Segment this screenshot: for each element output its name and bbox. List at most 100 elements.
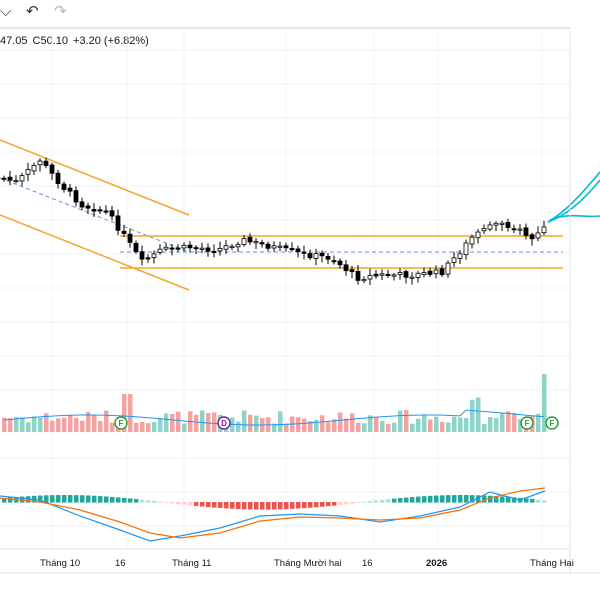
macd-hist-bar	[302, 502, 307, 509]
event-marker-f[interactable]: F	[520, 416, 534, 430]
macd-hist-bar	[440, 495, 445, 503]
candle	[211, 244, 217, 258]
macd-hist-bar	[218, 502, 223, 509]
candle	[325, 253, 331, 265]
candle	[163, 243, 169, 252]
volume-bar	[152, 422, 157, 432]
volume-bar	[278, 411, 283, 432]
signal-line	[0, 487, 546, 539]
downtrend-channel-lower[interactable]	[0, 214, 190, 291]
volume-bar	[170, 413, 175, 432]
macd-hist-bar	[536, 499, 541, 503]
macd-hist-bar	[122, 497, 127, 503]
candle	[535, 226, 541, 242]
macd-hist-bar	[8, 497, 13, 503]
volume-bar	[422, 414, 427, 432]
candle	[397, 268, 403, 280]
volume-bar	[104, 410, 109, 432]
volume-bar	[350, 413, 355, 432]
macd-hist-bar	[206, 502, 211, 508]
macd-line	[0, 490, 546, 542]
volume-bar	[92, 415, 97, 432]
candle	[313, 248, 319, 266]
xlabel-thang-hai: Tháng Hai	[530, 558, 574, 569]
ohlc-legend: 47.05 C50.10 +3.20 (+6.82%)	[0, 35, 154, 47]
macd-hist-bar	[266, 502, 271, 510]
projection-line-b[interactable]	[547, 179, 600, 223]
candle	[457, 250, 463, 265]
candle	[139, 245, 145, 266]
undo-icon[interactable]: ↶	[26, 3, 39, 20]
volume-bar	[428, 419, 433, 432]
macd-hist-bar	[170, 502, 175, 504]
volume-bar	[440, 421, 445, 432]
macd-hist-bar	[146, 500, 151, 503]
candle	[115, 209, 121, 236]
macd-hist-bar	[488, 495, 493, 503]
volume-bar	[14, 417, 19, 432]
event-marker-d[interactable]: D	[217, 416, 231, 430]
macd-hist-bar	[176, 502, 181, 505]
candle	[247, 233, 253, 245]
volume-bar	[38, 417, 43, 432]
candle	[175, 244, 181, 252]
candle	[475, 229, 481, 244]
macd-hist-bar	[2, 498, 7, 503]
macd-hist-bar	[86, 495, 91, 503]
candle	[31, 162, 37, 175]
macd-hist-bar	[284, 502, 289, 510]
event-marker-f[interactable]: F	[545, 416, 559, 430]
macd-hist-bar	[20, 496, 25, 503]
candle	[385, 269, 391, 278]
projection-line-a[interactable]	[547, 171, 600, 223]
macd-hist-bar	[374, 500, 379, 503]
volume-bar	[344, 418, 349, 432]
candle	[205, 243, 211, 257]
volume-bar	[386, 423, 391, 432]
candle	[91, 203, 97, 217]
volume-bar	[20, 417, 25, 432]
candle	[25, 162, 31, 182]
macd-hist-bar	[50, 495, 55, 503]
projection-line-c[interactable]	[549, 214, 600, 221]
toolbar-divider	[0, 27, 570, 29]
macd-hist-bar	[350, 502, 355, 504]
candle	[61, 181, 67, 193]
chevron-down-icon[interactable]: ⌵	[0, 3, 12, 20]
macd-hist-bar	[404, 497, 409, 503]
macd-hist-bar	[446, 495, 451, 503]
macd-hist-bar	[530, 498, 535, 503]
candle	[481, 224, 487, 235]
candle	[301, 245, 307, 260]
candle	[223, 239, 229, 254]
macd-hist-bar	[278, 502, 283, 510]
redo-icon[interactable]: ↷	[54, 3, 67, 20]
macd-hist-bar	[464, 495, 469, 503]
macd-hist-bar	[200, 502, 205, 507]
candle	[367, 268, 373, 286]
volume-bar	[470, 399, 475, 432]
candle	[193, 244, 199, 255]
candle	[127, 228, 133, 248]
volume-bar	[488, 417, 493, 432]
candle	[439, 264, 445, 278]
volume-bar	[536, 413, 541, 432]
volume-bar	[326, 422, 331, 432]
volume-bar	[500, 412, 505, 432]
event-marker-f[interactable]: F	[114, 416, 128, 430]
macd-hist-bar	[116, 497, 121, 503]
candle	[493, 221, 499, 232]
candle	[241, 235, 247, 247]
volume-bar	[446, 422, 451, 432]
candle	[337, 258, 343, 269]
downtrend-channel-upper[interactable]	[0, 139, 190, 216]
legend-partial-value: 47.05	[0, 35, 28, 47]
volume-bar	[86, 411, 91, 432]
volume-bar	[416, 418, 421, 432]
candle	[421, 267, 427, 278]
candle	[427, 267, 433, 278]
volume-bar	[98, 420, 103, 432]
volume-bar	[236, 421, 241, 432]
candle	[277, 241, 283, 252]
